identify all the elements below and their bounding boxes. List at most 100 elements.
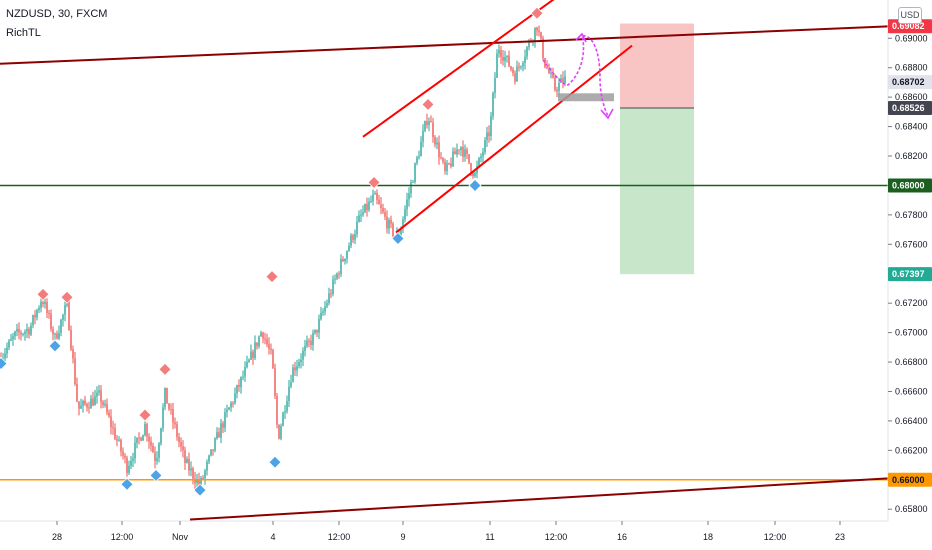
- candle-body: [320, 312, 322, 320]
- candle: [238, 379, 240, 392]
- candle-body: [408, 193, 410, 200]
- candle-body: [310, 340, 312, 345]
- pivot-low-marker: [120, 477, 134, 491]
- candle: [252, 349, 254, 365]
- candle: [332, 275, 334, 297]
- candle-body: [130, 460, 132, 466]
- candle-body: [426, 121, 428, 125]
- entry-highlight-box[interactable]: [558, 93, 614, 102]
- price-label-badge[interactable]: [888, 267, 932, 282]
- candle: [104, 399, 106, 408]
- candle-body: [58, 332, 60, 339]
- indicator-name[interactable]: RichTL: [6, 27, 41, 39]
- price-label-badge[interactable]: [888, 101, 932, 116]
- candle: [70, 325, 72, 351]
- candle-body: [474, 173, 476, 177]
- candle: [420, 136, 422, 157]
- candle-body: [138, 437, 140, 439]
- candle-body: [26, 328, 28, 332]
- candle: [254, 335, 256, 361]
- candle-body: [8, 340, 10, 348]
- candle: [214, 437, 216, 453]
- candle: [118, 436, 120, 442]
- candle: [354, 229, 356, 245]
- candle: [124, 453, 126, 464]
- pivot-low-marker: [193, 483, 207, 497]
- candle: [346, 250, 348, 264]
- price-tick-label: 0.66400: [895, 416, 928, 426]
- take-profit-zone[interactable]: [620, 108, 694, 275]
- candle-body: [450, 163, 452, 167]
- candle: [356, 215, 358, 238]
- candle-body: [24, 331, 26, 334]
- currency-badge[interactable]: USD: [898, 7, 922, 24]
- candle: [418, 150, 420, 160]
- time-tick-label: 11: [485, 532, 494, 542]
- candle: [32, 314, 34, 329]
- candle-body: [36, 309, 38, 318]
- candle: [132, 452, 134, 467]
- candle: [96, 386, 98, 404]
- candle: [496, 49, 498, 78]
- candle-body: [54, 333, 56, 335]
- candle-body: [360, 214, 362, 216]
- candle-body: [376, 193, 378, 200]
- candle-body: [264, 338, 266, 340]
- candle-body: [186, 458, 188, 463]
- channel-lower-line[interactable]: [395, 44, 633, 234]
- arrow-head-up: [575, 32, 587, 43]
- candle-body: [434, 137, 436, 145]
- candle-body: [250, 351, 252, 360]
- candle-body: [410, 182, 412, 194]
- channel-upper-line[interactable]: [362, 0, 563, 138]
- upper-resistance-line[interactable]: [0, 25, 889, 65]
- candle: [156, 451, 158, 465]
- candle: [414, 162, 416, 184]
- candle: [494, 72, 496, 99]
- candle: [60, 318, 62, 337]
- pivot-high-marker: [158, 362, 172, 376]
- price-label-badge[interactable]: [888, 178, 932, 193]
- candle-body: [358, 215, 360, 222]
- candle-body: [134, 442, 136, 459]
- candle: [362, 205, 364, 217]
- candle: [292, 364, 294, 383]
- candle-body: [258, 336, 260, 347]
- candle-body: [406, 199, 408, 210]
- candle-body: [48, 312, 50, 314]
- candle: [296, 359, 298, 377]
- candle-body: [104, 403, 106, 406]
- candle-body: [132, 458, 134, 461]
- candle: [108, 409, 110, 418]
- candle: [184, 446, 186, 470]
- candle: [498, 44, 500, 58]
- lower-long-trend-line[interactable]: [189, 477, 889, 521]
- candle: [242, 370, 244, 381]
- candle: [328, 287, 330, 306]
- candle-body: [382, 208, 384, 213]
- candle: [506, 55, 508, 63]
- candle: [6, 342, 8, 359]
- candle-body: [386, 216, 388, 229]
- price-tick-label: 0.65800: [895, 504, 928, 514]
- candle-body: [180, 441, 182, 447]
- candle: [358, 210, 360, 223]
- candle-body: [56, 333, 58, 339]
- price-tick-label: 0.66200: [895, 445, 928, 455]
- price-label-badge[interactable]: [888, 75, 932, 90]
- candle-body: [540, 32, 542, 39]
- candle: [520, 65, 522, 70]
- candle-body: [548, 68, 550, 74]
- candle: [294, 361, 296, 376]
- price-label-badge[interactable]: [888, 472, 932, 487]
- time-axis[interactable]: 28 12:00 Nov 4 12:00 9 11 12:00 16 18 12:00 23: [0, 520, 888, 550]
- candle-body: [522, 63, 524, 67]
- candle: [500, 45, 502, 64]
- candle: [350, 233, 352, 249]
- candle-body: [70, 330, 72, 350]
- candle-body: [110, 416, 112, 428]
- candle-body: [62, 314, 64, 320]
- candle: [230, 401, 232, 412]
- candle: [206, 459, 208, 476]
